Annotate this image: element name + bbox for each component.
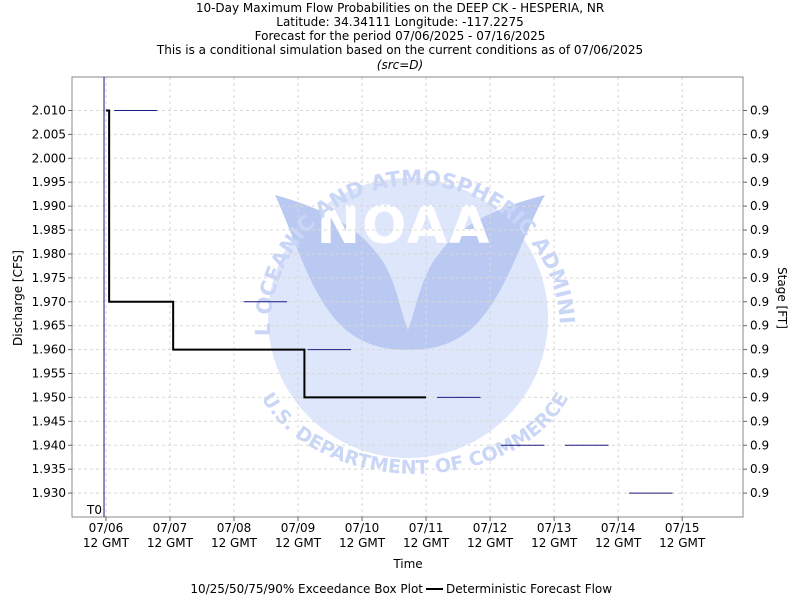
legend-deterministic-label: Deterministic Forecast Flow xyxy=(446,582,612,596)
x-tick-label-time: 12 GMT xyxy=(403,536,450,550)
y2-tick-label: 0.9 xyxy=(750,247,769,261)
y-tick-label: 1.930 xyxy=(32,486,66,500)
y2-axis-label: Stage [FT] xyxy=(775,267,789,329)
y-tick-label: 2.010 xyxy=(32,103,66,117)
plot-frame xyxy=(71,76,744,518)
x-axis-label: Time xyxy=(392,557,422,571)
y2-tick-label: 0.9 xyxy=(750,367,769,381)
legend: 10/25/50/75/90% Exceedance Box Plot Dete… xyxy=(190,582,612,596)
y-tick-label: 1.950 xyxy=(32,390,66,404)
x-tick-label-date: 07/11 xyxy=(409,521,444,535)
y-tick-label: 2.000 xyxy=(32,151,66,165)
y2-tick-label: 0.9 xyxy=(750,103,769,117)
noaa-logo-bird xyxy=(275,195,545,350)
x-tick-label-date: 07/13 xyxy=(537,521,572,535)
y2-tick-label: 0.9 xyxy=(750,199,769,213)
y2-tick-label: 0.9 xyxy=(750,319,769,333)
y-tick-label: 1.970 xyxy=(32,295,66,309)
chart-titles: 10-Day Maximum Flow Probabilities on the… xyxy=(156,1,643,72)
y2-tick-label: 0.9 xyxy=(750,295,769,309)
y2-tick-label: 0.9 xyxy=(750,486,769,500)
y2-tick-label: 0.9 xyxy=(750,390,769,404)
x-tick-label-date: 07/09 xyxy=(281,521,316,535)
title-line-2: Latitude: 34.34111 Longitude: -117.2275 xyxy=(276,15,523,29)
legend-boxplot-label: 10/25/50/75/90% Exceedance Box Plot xyxy=(190,582,423,596)
noaa-logo-watermark: NOAA NATIONAL OCEANIC AND ATMOSPHERIC AD… xyxy=(0,0,579,479)
y2-tick-label: 0.9 xyxy=(750,151,769,165)
y2-tick-label: 0.9 xyxy=(750,175,769,189)
y-tick-label: 1.945 xyxy=(32,414,66,428)
y2-tick-label: 0.9 xyxy=(750,271,769,285)
x-tick-label-date: 07/14 xyxy=(601,521,636,535)
t0-label: T0 xyxy=(86,503,102,517)
y-axis-label: Discharge [CFS] xyxy=(11,250,25,346)
title-line-3: Forecast for the period 07/06/2025 - 07/… xyxy=(255,29,546,43)
x-tick-label-time: 12 GMT xyxy=(659,536,706,550)
x-tick-label-time: 12 GMT xyxy=(83,536,130,550)
x-tick-label-date: 07/12 xyxy=(473,521,508,535)
y-tick-label: 1.980 xyxy=(32,247,66,261)
y-tick-label: 1.965 xyxy=(32,319,66,333)
x-tick-label-date: 07/15 xyxy=(665,521,700,535)
y2-tick-label: 0.9 xyxy=(750,462,769,476)
plot-area: 1.930 0.9 1.935 0.9 1.940 0.9 1.945 0.9 1.950 0.9… xyxy=(32,76,769,550)
x-tick-label-time: 12 GMT xyxy=(467,536,514,550)
title-line-4: This is a conditional simulation based o… xyxy=(156,43,643,57)
y2-tick-label: 0.9 xyxy=(750,438,769,452)
x-tick-label-time: 12 GMT xyxy=(531,536,578,550)
x-tick-label-time: 12 GMT xyxy=(275,536,322,550)
x-tick-label-time: 12 GMT xyxy=(211,536,258,550)
y2-tick-label: 0.9 xyxy=(750,127,769,141)
y2-tick-label: 0.9 xyxy=(750,223,769,237)
x-tick-label-date: 07/08 xyxy=(217,521,252,535)
x-tick-label-date: 07/07 xyxy=(153,521,188,535)
y-tick-label: 1.955 xyxy=(32,367,66,381)
y-tick-label: 2.005 xyxy=(32,127,66,141)
y-tick-label: 1.990 xyxy=(32,199,66,213)
x-tick-label-time: 12 GMT xyxy=(595,536,642,550)
y-tick-label: 1.995 xyxy=(32,175,66,189)
y-tick-label: 1.935 xyxy=(32,462,66,476)
y-tick-label: 1.975 xyxy=(32,271,66,285)
x-tick-label-time: 12 GMT xyxy=(147,536,194,550)
x-tick-label-date: 07/06 xyxy=(89,521,124,535)
title-line-5: (src=D) xyxy=(377,58,423,72)
y-tick-label: 1.960 xyxy=(32,343,66,357)
y-tick-label: 1.940 xyxy=(32,438,66,452)
deterministic-forecast-line xyxy=(105,109,427,399)
y2-tick-label: 0.9 xyxy=(750,414,769,428)
y-tick-label: 1.985 xyxy=(32,223,66,237)
x-tick-label-time: 12 GMT xyxy=(339,536,386,550)
y2-tick-label: 0.9 xyxy=(750,343,769,357)
title-line-1: 10-Day Maximum Flow Probabilities on the… xyxy=(196,1,604,15)
x-tick-label-date: 07/10 xyxy=(345,521,380,535)
